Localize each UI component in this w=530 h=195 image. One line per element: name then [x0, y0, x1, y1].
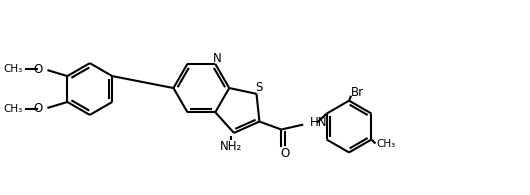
Text: Br: Br	[351, 86, 364, 99]
Text: O: O	[33, 63, 42, 76]
Text: NH₂: NH₂	[220, 140, 242, 153]
Text: O: O	[281, 147, 290, 160]
Text: O: O	[33, 102, 42, 115]
Text: N: N	[213, 52, 222, 65]
Text: S: S	[255, 81, 262, 94]
Text: CH₃: CH₃	[376, 139, 396, 150]
Text: HN: HN	[310, 116, 328, 129]
Text: CH₃: CH₃	[3, 104, 23, 114]
Text: CH₃: CH₃	[3, 64, 23, 74]
